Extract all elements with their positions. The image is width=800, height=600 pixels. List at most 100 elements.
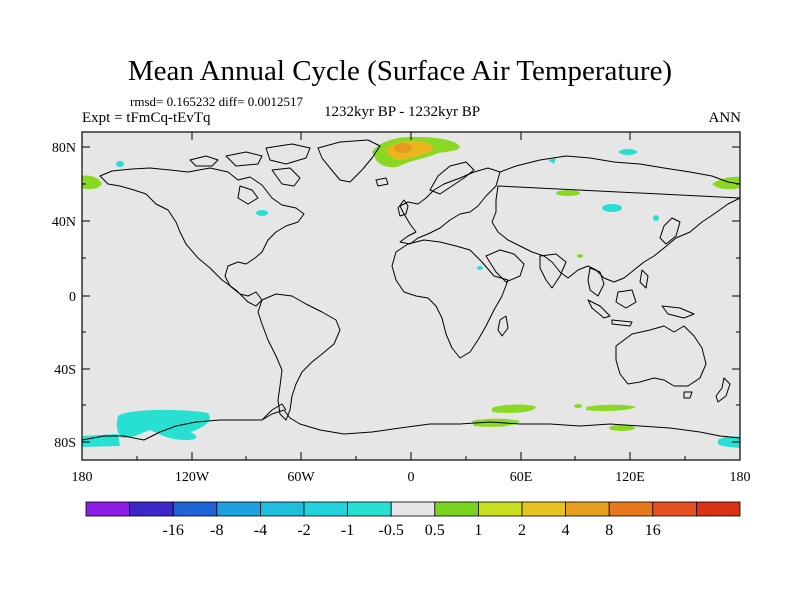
colorbar-swatch	[608, 501, 654, 517]
colorbar-swatch	[85, 501, 130, 517]
anomaly-cyan-scand	[548, 158, 556, 164]
anomaly-southern-ocean-green-1	[492, 404, 536, 413]
y-tick-label: 40N	[52, 215, 76, 230]
colorbar-swatch	[172, 501, 218, 517]
coast-hudson-bay	[237, 185, 259, 205]
coast-borneo	[615, 289, 637, 309]
coast-philippines	[639, 269, 649, 289]
coast-arctic-islands-1	[189, 155, 219, 167]
coast-south-america	[257, 293, 341, 421]
coast-africa	[391, 239, 509, 359]
y-tick-label: 80N	[52, 141, 76, 156]
coast-new-zealand	[715, 377, 731, 403]
season-label: ANN	[708, 110, 742, 126]
anomaly-east-edge	[712, 176, 740, 190]
colorbar-label: 0.5	[425, 522, 445, 539]
colorbar-swatch	[652, 501, 697, 517]
colorbar-label: -2	[297, 522, 310, 539]
plot-title: Mean Annual Cycle (Surface Air Temperatu…	[127, 55, 673, 87]
anomaly-southern-ocean-green-3	[574, 404, 582, 408]
coast-antarctica	[81, 409, 741, 441]
colorbar-label: -0.5	[379, 522, 404, 539]
coast-scandinavia	[429, 161, 475, 195]
colorbar-swatch	[477, 501, 523, 517]
colorbar: -16 -8 -4 -2 -1 -0.5 0.5 1 2 4 8 16	[85, 501, 741, 539]
colorbar-label: 4	[562, 522, 570, 539]
coast-australia	[615, 325, 707, 387]
anomaly-cyan-east-edge-south	[718, 436, 740, 448]
coast-europe	[399, 167, 501, 245]
colorbar-swatch	[696, 501, 741, 517]
colorbar-label: 2	[518, 522, 526, 539]
colorbar-swatch	[303, 501, 348, 517]
coast-uk	[397, 199, 409, 217]
map-background	[82, 132, 740, 460]
colorbar-swatch	[129, 501, 174, 517]
coast-arabia	[485, 249, 525, 283]
coast-iceland	[375, 177, 389, 187]
coast-new-guinea	[661, 305, 695, 319]
coast-madagascar	[497, 315, 509, 337]
coast-baffin	[271, 167, 301, 187]
colorbar-swatch	[434, 501, 479, 517]
anomaly-southern-ocean-green-2	[586, 404, 636, 411]
coast-sumatra	[587, 299, 611, 319]
colorbar-swatch	[259, 501, 305, 517]
coast-arctic-islands-3	[265, 143, 311, 165]
anomaly-cyan-arctic-2	[619, 149, 637, 155]
colorbar-swatch	[390, 501, 436, 517]
anomaly-green-siberia	[556, 190, 580, 196]
coast-greenland	[317, 139, 381, 183]
anomaly-greenland-peak	[394, 143, 412, 153]
anomaly-cyan-asia	[653, 215, 659, 221]
anomaly-cyan-siberia	[602, 204, 622, 212]
coast-antarctic-peninsula	[261, 403, 287, 421]
coast-japan	[659, 217, 681, 245]
coastlines	[81, 139, 741, 441]
colorbar-swatch	[216, 501, 261, 517]
anomaly-antarctic-green-2	[609, 425, 635, 431]
colorbar-swatch	[521, 501, 566, 517]
coast-indochina	[587, 267, 605, 297]
x-tick-label: 60W	[287, 470, 315, 485]
colorbar-label: -4	[254, 522, 267, 539]
y-tick-labels: 80N 40N 0 40S 80S	[52, 141, 76, 451]
y-tick-label: 80S	[54, 436, 76, 451]
axis-ticks	[82, 132, 740, 460]
colorbar-label: -8	[210, 522, 223, 539]
period-label: 1232kyr BP - 1232kyr BP	[324, 104, 481, 120]
x-tick-label: 60E	[510, 470, 533, 485]
anomaly-cyan-ross-sea	[116, 409, 210, 440]
x-tick-label: 180	[730, 470, 751, 485]
colorbar-label: 1	[474, 522, 482, 539]
anomaly-patches	[82, 136, 740, 448]
colorbar-label: 8	[605, 522, 613, 539]
colorbar-label: 16	[645, 522, 661, 539]
colorbar-label: -1	[341, 522, 354, 539]
x-tick-label: 180	[72, 470, 93, 485]
x-tick-label: 0	[408, 470, 415, 485]
coast-north-america	[99, 167, 305, 307]
anomaly-cyan-west-edge-south	[82, 434, 120, 447]
coast-java	[611, 319, 633, 327]
anomaly-green-asia	[577, 254, 583, 258]
colorbar-label: -16	[163, 522, 184, 539]
coast-arctic-islands-2	[225, 151, 263, 167]
x-tick-labels: 180 120W 60W 0 60E 120E 180	[72, 470, 751, 485]
x-tick-label: 120E	[615, 470, 645, 485]
anomaly-cyan-namerica	[256, 210, 268, 216]
anomaly-cyan-arctic-1	[116, 161, 124, 167]
colorbar-swatch	[565, 501, 610, 517]
anomaly-cyan-africa	[477, 266, 483, 270]
y-tick-label: 0	[69, 290, 76, 305]
colorbar-swatch	[347, 501, 392, 517]
coast-tasmania	[683, 391, 693, 399]
anomaly-west-edge	[82, 175, 102, 190]
stats-line: rmsd= 0.165232 diff= 0.0012517	[130, 94, 303, 109]
experiment-label: Expt = tFmCq-tEvTq	[82, 110, 211, 126]
y-tick-label: 40S	[54, 363, 76, 378]
coast-india	[539, 253, 567, 289]
x-tick-label: 120W	[175, 470, 210, 485]
coast-asia	[491, 155, 741, 283]
